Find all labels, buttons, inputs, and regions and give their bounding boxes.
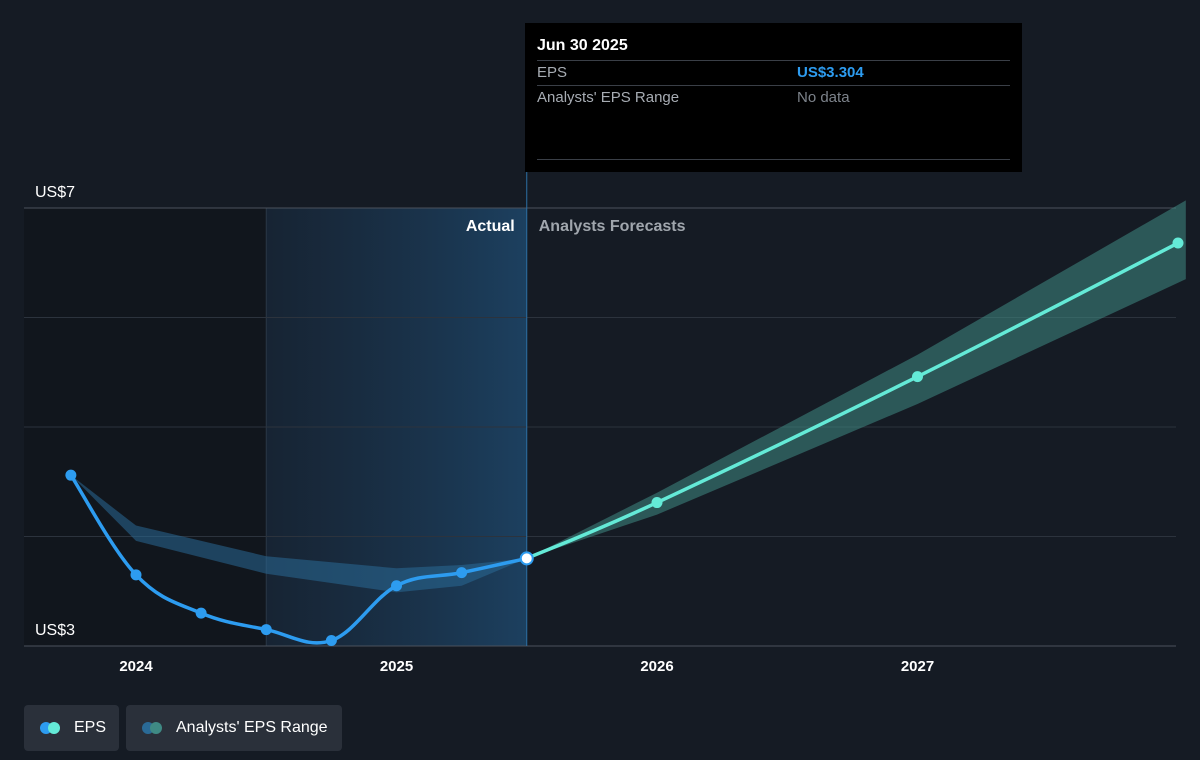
legend-eps-toggle[interactable]: EPS — [24, 705, 119, 751]
legend-range-toggle[interactable]: Analysts' EPS Range — [126, 705, 342, 751]
legend-range-label: Analysts' EPS Range — [176, 719, 328, 736]
eps-actual-point — [456, 567, 468, 579]
eps-forecast-line — [525, 241, 1180, 561]
eps-actual-point — [65, 469, 77, 481]
eps-chart: US$7 US$3 2024 2025 2026 2027 Actual Analysts F… — [24, 172, 1186, 675]
eps-current-point — [519, 551, 534, 566]
eps-forecast-point — [1172, 237, 1184, 249]
x-axis-tick-label: 2026 — [640, 658, 673, 675]
forecast-section-label: Analysts Forecasts — [539, 218, 686, 235]
eps-forecast-point — [912, 371, 923, 383]
tooltip-divider — [537, 159, 1010, 160]
eps-actual-point — [391, 580, 402, 592]
x-axis-tick-label: 2025 — [380, 658, 413, 675]
tooltip-divider — [537, 85, 1010, 86]
tooltip-range-label: Analysts' EPS Range — [537, 89, 680, 106]
actual-section-label: Actual — [466, 218, 515, 235]
eps-forecast-point — [651, 497, 663, 509]
x-axis-tick-label: 2024 — [119, 658, 153, 675]
x-axis-tick-label: 2027 — [901, 658, 934, 675]
eps-actual-point — [130, 569, 142, 581]
tooltip-date: Jun 30 2025 — [537, 37, 628, 54]
tooltip-panel: Jun 30 2025 EPS US$3.304 Analysts' EPS R… — [525, 23, 1022, 172]
y-axis-tick-label: US$3 — [35, 622, 75, 639]
tooltip-range-value: No data — [797, 89, 850, 106]
legend-eps-label: EPS — [74, 719, 107, 736]
tooltip-eps-label: EPS — [537, 64, 568, 81]
legend-range-swatch-icon — [142, 722, 166, 734]
eps-actual-point — [260, 624, 272, 636]
legend-eps-swatch-icon — [40, 722, 64, 734]
forecast-eps-range-band — [526, 200, 1186, 559]
eps-actual-point — [195, 607, 207, 619]
y-axis-tick-label: US$7 — [35, 184, 75, 201]
eps-actual-point — [325, 635, 337, 647]
tooltip-eps-value: US$3.304 — [797, 64, 864, 81]
actual-eps-range-band — [70, 475, 527, 593]
tooltip-divider — [537, 60, 1010, 61]
